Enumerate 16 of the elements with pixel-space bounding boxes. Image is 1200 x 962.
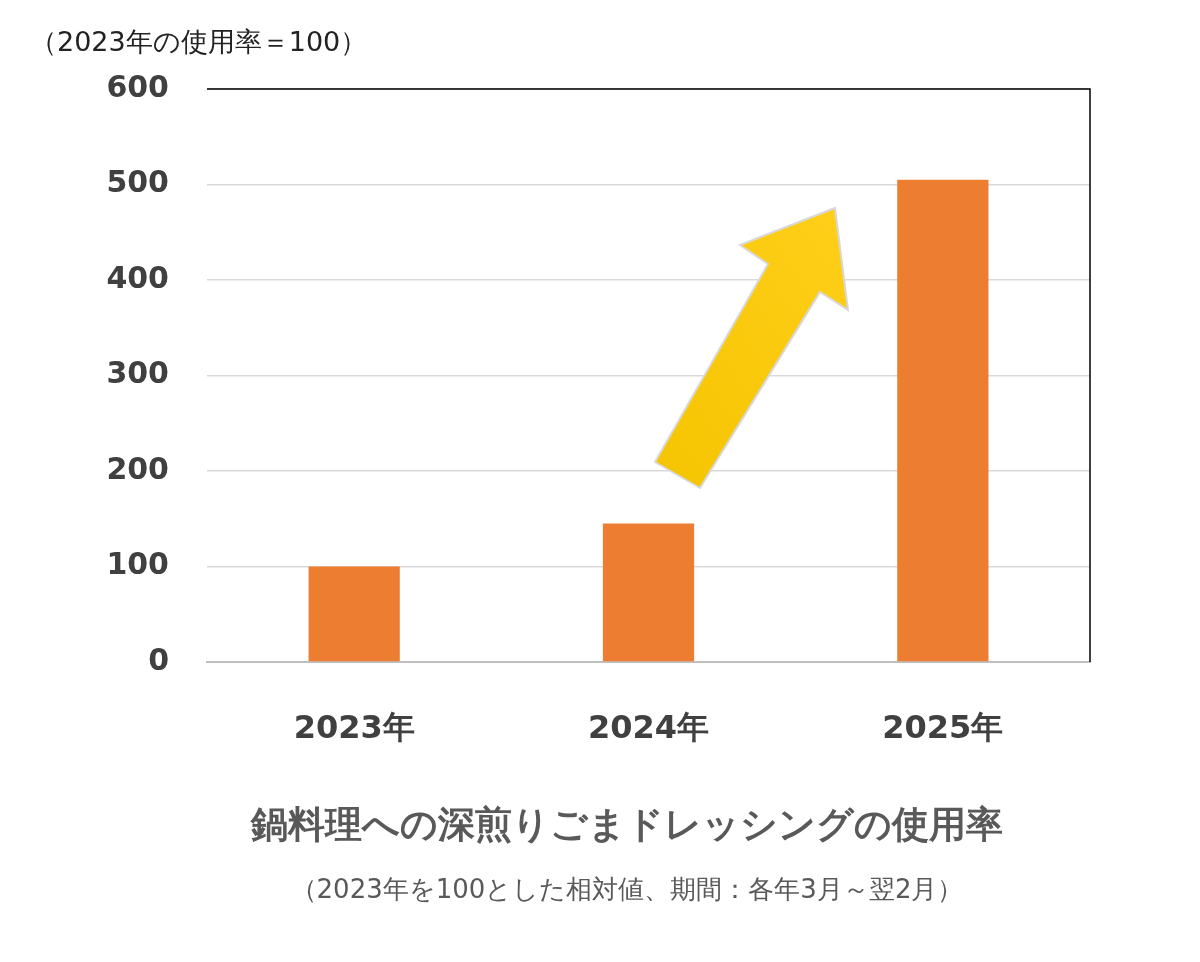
y-tick-label: 500: [106, 164, 169, 200]
y-tick-label: 600: [106, 68, 169, 104]
bar: [602, 523, 695, 662]
y-tick-label: 100: [106, 546, 169, 582]
y-tick-label: 200: [106, 450, 169, 486]
y-tick-label: 400: [106, 259, 169, 295]
bar: [308, 566, 400, 662]
x-tick-label: 2024年: [587, 707, 710, 746]
x-tick-label: 2025年: [882, 707, 1004, 746]
y-tick-label: 0: [148, 641, 169, 677]
y-tick-label: 300: [106, 355, 169, 391]
bar: [897, 179, 989, 662]
x-tick-label: 2023年: [293, 707, 415, 746]
y-axis-title: （2023年の使用率＝100）: [30, 25, 368, 59]
text: （2023年を100とした相対値、期間：各年3月～翌2月）: [289, 873, 965, 906]
text: 鍋料理への深煎りごまドレッシングの使用率: [249, 802, 1004, 848]
